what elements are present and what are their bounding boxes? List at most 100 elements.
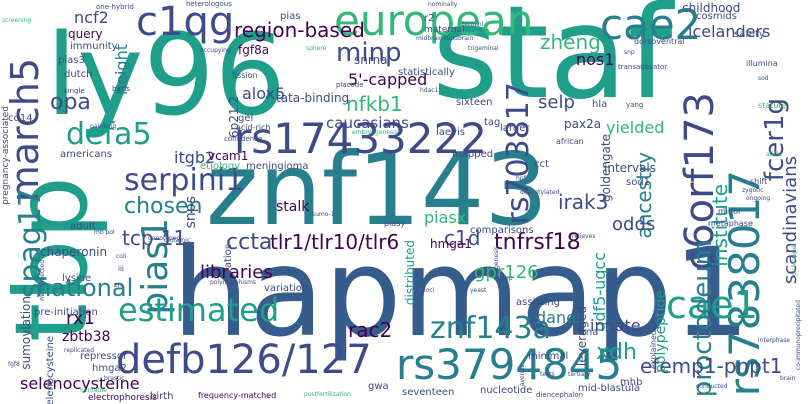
word-trigeminal: trigeminal (468, 45, 499, 52)
word-danes: danes (536, 308, 585, 327)
word-pias: pias (280, 11, 301, 22)
word-allele: allele (766, 151, 783, 158)
word-piasx: piasx (424, 208, 467, 227)
word-immunity: immunity (70, 41, 118, 52)
word-gel: gel (238, 113, 254, 124)
word-larger: larger (500, 123, 530, 134)
word-region-based: region-based (234, 18, 365, 42)
word-variation: variation (264, 283, 309, 294)
word-ly96: ly96 (46, 11, 286, 141)
word-placode: placode (336, 81, 364, 89)
word-pax2a: pax2a (564, 117, 602, 131)
word-minp: minp (336, 38, 402, 68)
word-defb126-127: defb126/127 (116, 337, 372, 383)
word-nfkb1: nfkb1 (346, 92, 403, 116)
word-efemp1-pnpt1: efemp1-pnpt1 (640, 354, 783, 378)
word-chosen: chosen (124, 194, 203, 219)
word-snrna: snrna (354, 53, 388, 67)
word-odds: odds (612, 214, 656, 235)
word-midbrain-hindbrain: midbrain-hindbrain (416, 35, 474, 42)
word-etiology: etiology (200, 161, 241, 172)
word-minimal: minimal (528, 351, 569, 362)
word-mb-pol: mb pol (94, 229, 115, 236)
word-caucasians: caucasians (326, 114, 409, 132)
word-cae2: cae2 (600, 0, 702, 49)
word-comparisons: comparisons (470, 225, 534, 236)
word-icelanders: icelanders (688, 22, 771, 41)
word-zheng: zheng (540, 30, 601, 54)
word-shift: shift (750, 177, 768, 186)
word-march5: march5 (3, 58, 47, 203)
word-maternal: maternal (424, 25, 465, 35)
word-safety: safety (734, 29, 765, 40)
word-co-immunoprecipitated: co-immunoprecipitated (795, 300, 802, 371)
word-tertiary: tertiary (568, 371, 591, 378)
word-c1qg: c1qg (136, 0, 235, 45)
word-african: african (556, 137, 584, 146)
word-rx1: rx1 (66, 308, 96, 329)
word-minor: minor (718, 207, 742, 216)
word-hapmap1: hapmap1 (172, 222, 751, 364)
word-glutamic: glutamic (164, 237, 191, 244)
word-r2: r2 (424, 13, 435, 24)
word-brain: brain (780, 375, 796, 382)
word-basis: basis (112, 85, 130, 93)
word-gwa: gwa (368, 381, 389, 392)
word-gpr126: gpr126 (474, 262, 539, 283)
word-fgf8a: fgf8a (238, 43, 270, 57)
word-meningioma: meningioma (246, 161, 309, 172)
word-yeast: yeast (470, 287, 487, 294)
word-vcam1: vcam1 (208, 149, 249, 163)
word-innate: innate (590, 316, 641, 335)
word-hdac1: hdac1 (420, 87, 439, 94)
word-znf143: znf143 (206, 131, 548, 248)
word-pias3: pias3 (58, 55, 85, 66)
word-tcp-11: tcp-11 (122, 226, 187, 250)
word-heterologous: heterologous (186, 0, 232, 8)
word-national: national (36, 274, 134, 302)
word-sphere: sphere (306, 45, 327, 52)
word-mapped: mapped (452, 149, 494, 160)
word-single: single (64, 87, 85, 95)
word-znf143a: znf143a (430, 311, 551, 346)
word-stature: stature (758, 101, 787, 110)
word-estimated: estimated (118, 291, 280, 329)
word-european: european (334, 0, 534, 45)
word-confidence: confidence (224, 135, 263, 143)
word-heritable: heritable (80, 387, 107, 394)
word-postfertilization: postfertilization (304, 391, 351, 398)
word-5-capped: 5'-capped (348, 70, 428, 89)
word-tnfrsf18: tnfrsf18 (494, 230, 581, 255)
word-rs703817: rs703817 (501, 82, 536, 225)
word-screening: screening (2, 17, 32, 24)
word-chaperonin: chaperonin (40, 245, 108, 259)
word-irak3: irak3 (558, 190, 609, 214)
word-sixteen: sixteen (456, 97, 493, 108)
word-sumoylation: sumoylation (19, 296, 33, 370)
word-lysine: lysine (62, 273, 92, 284)
word-pre-initiation: pre-initiation (34, 307, 98, 318)
word-diencephalon: diencephalon (536, 391, 584, 399)
word-birth: birth (150, 391, 174, 402)
word-ncf2: ncf2 (74, 8, 109, 27)
word-pair-long: pair-long (90, 123, 117, 130)
word-tata-binding: tata-binding (276, 91, 350, 105)
word-nominally: nominally (428, 1, 458, 8)
word-zygotic: zygotic (742, 187, 764, 194)
word-childhood: childhood (682, 1, 741, 15)
word-avenue: avenue (519, 364, 526, 387)
word-chop: chop (498, 275, 513, 282)
word-piasy: piasy (384, 219, 406, 228)
word-sod: sod (758, 75, 769, 82)
word-rs3794845: rs3794845 (396, 340, 623, 389)
word-interphase: interphase (758, 337, 791, 344)
word-nos1: nos1 (576, 50, 615, 69)
word-tag: tag (484, 117, 501, 128)
word-dorsoventral: dorsoventral (634, 37, 685, 46)
word-zbtb38: zbtb38 (62, 329, 111, 345)
word-staf: staf (432, 0, 673, 128)
word-gli-kruppel: gli-kruppel (791, 244, 798, 277)
word-trna: trna (578, 327, 599, 338)
word-yang: yang (626, 101, 644, 109)
word-snps: snps (183, 196, 199, 229)
